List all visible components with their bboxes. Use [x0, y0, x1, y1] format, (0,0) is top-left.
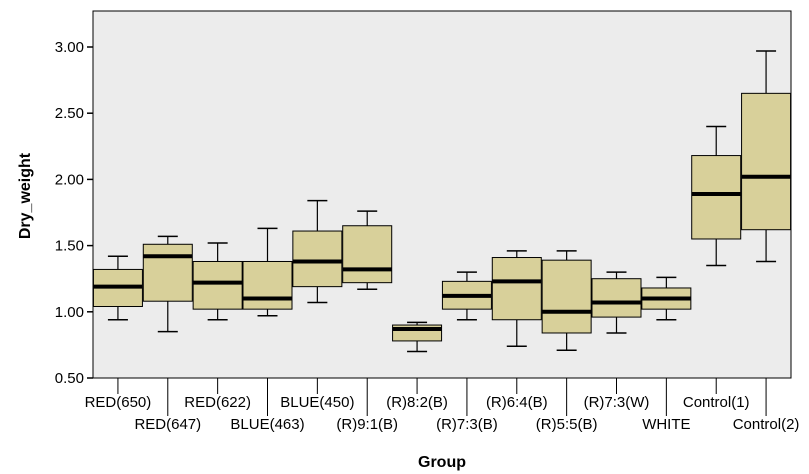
box-0	[92, 255, 143, 321]
plot-area	[92, 10, 792, 379]
box-iqr	[192, 260, 243, 310]
x-category-label: Control(1)	[683, 394, 750, 411]
y-tick-label: 3.00	[55, 39, 84, 56]
box-2	[192, 242, 243, 321]
x-axis: RED(650) RED(647) RED(622) BLUE(463) BLUE(45…	[85, 378, 800, 433]
box-iqr	[741, 92, 792, 231]
x-category-label: RED(647)	[134, 416, 201, 433]
box-iqr	[242, 260, 293, 310]
x-category-label: WHITE	[642, 416, 690, 433]
x-category-label: RED(622)	[184, 394, 251, 411]
y-tick-label: 0.50	[55, 370, 84, 387]
box-1	[142, 235, 193, 333]
x-category-label: BLUE(463)	[230, 416, 304, 433]
box-iqr	[342, 225, 393, 284]
box-11	[641, 276, 692, 321]
y-axis-title: Dry_weight	[17, 152, 34, 239]
x-category-label: (R)6:4(B)	[486, 394, 548, 411]
box-13	[741, 50, 792, 263]
box-12	[691, 125, 742, 267]
x-axis-title: Group	[418, 454, 466, 471]
y-axis: 0.50 1.00 1.50 2.00 2.50 3.00	[55, 39, 93, 387]
x-category-label: (R)5:5(B)	[536, 416, 598, 433]
x-category-label: RED(650)	[85, 394, 152, 411]
x-category-label: (R)9:1(B)	[336, 416, 398, 433]
box-iqr	[292, 230, 343, 288]
box-6	[392, 321, 443, 353]
x-category-label: (R)7:3(W)	[584, 394, 650, 411]
x-category-label: BLUE(450)	[280, 394, 354, 411]
box-iqr	[541, 259, 592, 334]
box-iqr	[691, 155, 742, 240]
y-tick-label: 1.50	[55, 238, 84, 255]
y-tick-label: 1.00	[55, 304, 84, 321]
y-tick-label: 2.50	[55, 105, 84, 122]
y-tick-label: 2.00	[55, 171, 84, 188]
box-4	[292, 199, 343, 304]
x-category-label: Control(2)	[733, 416, 800, 433]
box-9	[541, 250, 592, 351]
box-8	[491, 250, 542, 347]
box-7	[441, 271, 492, 321]
x-category-label: (R)8:2(B)	[386, 394, 448, 411]
box-iqr	[491, 257, 542, 321]
box-3	[242, 227, 293, 317]
box-iqr	[591, 278, 642, 318]
x-category-label: (R)7:3(B)	[436, 416, 498, 433]
box-5	[342, 210, 393, 291]
boxes-layer	[92, 50, 792, 353]
box-10	[591, 271, 642, 334]
box-iqr	[142, 243, 193, 302]
